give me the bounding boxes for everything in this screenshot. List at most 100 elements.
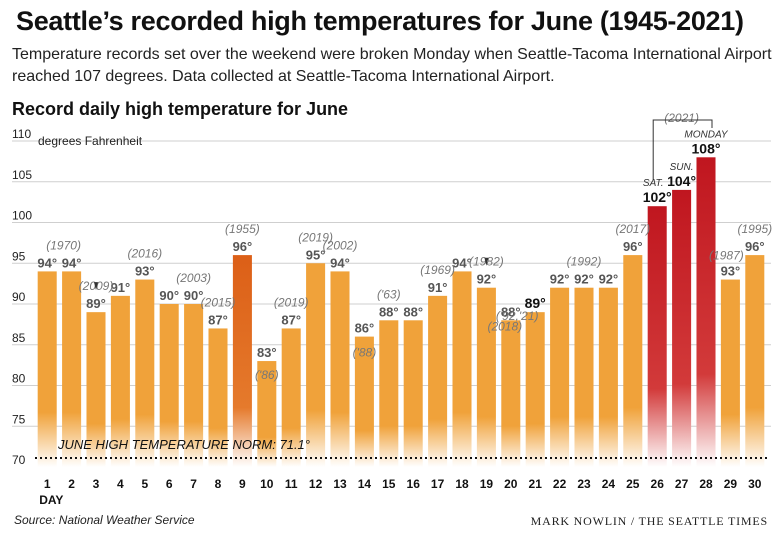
bar-day-15 xyxy=(379,320,399,467)
x-tick-label: 10 xyxy=(260,477,274,491)
x-tick-label: 9 xyxy=(239,477,246,491)
x-tick-label: 23 xyxy=(577,477,591,491)
pointer-marker xyxy=(484,257,489,266)
value-label: 96° xyxy=(233,239,253,254)
value-label: 102° xyxy=(643,189,672,205)
value-label: 93° xyxy=(721,264,741,279)
y-tick-label: 100 xyxy=(12,209,32,223)
year-annotation: (2016) xyxy=(127,247,162,261)
y-tick-label: 70 xyxy=(12,453,26,467)
x-tick-label: 7 xyxy=(190,477,197,491)
x-tick-label: 15 xyxy=(382,477,396,491)
year-bracket xyxy=(652,119,713,180)
norm-label: JUNE HIGH TEMPERATURE NORM: 71.1° xyxy=(57,437,310,452)
value-label: 92° xyxy=(574,272,594,287)
x-tick-label: 3 xyxy=(93,477,100,491)
x-tick-label: 13 xyxy=(333,477,347,491)
value-label: 83° xyxy=(257,345,277,360)
value-label: 87° xyxy=(281,312,301,327)
annotations: (1970)(2009)(2016)(2003)(2015)(1955)('86… xyxy=(46,111,772,382)
x-tick-label: 20 xyxy=(504,477,518,491)
bar-day-19 xyxy=(476,287,496,467)
value-label: 96° xyxy=(745,239,765,254)
year-annotation: (1987) xyxy=(709,249,744,263)
x-tick-label: 1 xyxy=(44,477,51,491)
bar-day-5 xyxy=(135,279,155,467)
bar-day-21 xyxy=(525,312,545,467)
year-annotation: (2018) xyxy=(487,319,522,333)
x-axis-title: DAY xyxy=(39,493,63,507)
weekday-annotation: SAT. xyxy=(643,178,664,189)
bar-day-10 xyxy=(257,361,277,467)
value-label: 88° xyxy=(379,304,399,319)
chart-heading: Record daily high temperature for June xyxy=(12,99,349,119)
bar-day-3 xyxy=(86,312,106,467)
bar-day-23 xyxy=(574,287,594,467)
y-tick-label: 85 xyxy=(12,331,26,345)
value-label: 94° xyxy=(452,255,472,270)
year-annotation: (2002) xyxy=(323,238,358,252)
bar-day-26 xyxy=(647,206,667,467)
x-tick-label: 19 xyxy=(480,477,494,491)
x-tick-label: 25 xyxy=(626,477,640,491)
bar-day-11 xyxy=(281,328,301,467)
bar-day-7 xyxy=(184,304,204,467)
year-annotation: (2017) xyxy=(615,222,650,236)
y-tick-label: 80 xyxy=(12,372,26,386)
value-label: 96° xyxy=(623,239,643,254)
x-tick-label: 18 xyxy=(455,477,469,491)
bar-day-27 xyxy=(672,189,692,467)
x-tick-label: 4 xyxy=(117,477,124,491)
x-tick-label: 16 xyxy=(407,477,421,491)
bar-day-24 xyxy=(598,287,618,467)
y-tick-label: 110 xyxy=(12,127,31,141)
year-annotation: ('86) xyxy=(255,368,279,382)
year-annotation: (1969) xyxy=(420,263,455,277)
x-tick-label: 6 xyxy=(166,477,173,491)
bar-day-6 xyxy=(159,304,179,467)
y-axis-title: degrees Fahrenheit xyxy=(38,134,143,148)
value-label: 88° xyxy=(501,304,521,319)
pointer-marker xyxy=(94,282,98,291)
x-tick-label: 14 xyxy=(358,477,372,491)
x-tick-label: 2 xyxy=(68,477,75,491)
value-labels: 94° 94° 89° 91° 93° 90° 90° 87° 96° 83° 87° 95° 94° 8… xyxy=(37,140,764,360)
value-label: 92° xyxy=(550,272,570,287)
y-tick-label: 75 xyxy=(12,412,26,426)
x-tick-label: 11 xyxy=(285,477,298,491)
year-annotation: (2003) xyxy=(176,271,211,285)
year-annotation: (1955) xyxy=(225,222,260,236)
chart-title: Seattle’s recorded high temperatures for… xyxy=(16,6,744,36)
year-annotation: (2015) xyxy=(201,295,236,309)
value-label: 92° xyxy=(477,272,497,287)
source-note: Source: National Weather Service xyxy=(14,513,195,527)
year-annotation: (1970) xyxy=(46,238,81,252)
year-annotation: ('63) xyxy=(377,287,401,301)
value-label: 90° xyxy=(159,288,179,303)
value-label: 91° xyxy=(111,280,131,295)
year-annotation: (1992) xyxy=(567,255,602,269)
bar-day-18 xyxy=(452,271,472,467)
y-tick-label: 90 xyxy=(12,290,26,304)
bar-day-22 xyxy=(550,287,570,467)
x-tick-label: 28 xyxy=(699,477,713,491)
bar-day-20 xyxy=(501,320,521,467)
bar-day-25 xyxy=(623,255,643,467)
chart-subtitle: Temperature records set over the weekend… xyxy=(12,46,772,85)
value-label: 91° xyxy=(428,280,448,295)
year-annotation: (2019) xyxy=(298,230,333,244)
bar-day-16 xyxy=(403,320,423,467)
year-annotation: (2019) xyxy=(274,295,309,309)
value-label: 108° xyxy=(692,140,721,156)
bar-day-8 xyxy=(208,328,228,467)
value-label: 86° xyxy=(355,321,375,336)
bar-day-17 xyxy=(428,295,448,467)
x-tick-label: 5 xyxy=(141,477,148,491)
weekday-annotation: SUN. xyxy=(670,162,694,173)
y-tick-label: 105 xyxy=(12,168,32,182)
bar-day-13 xyxy=(330,271,350,467)
value-label: 88° xyxy=(403,304,423,319)
year-annotation: ('92,'21) xyxy=(496,309,539,323)
